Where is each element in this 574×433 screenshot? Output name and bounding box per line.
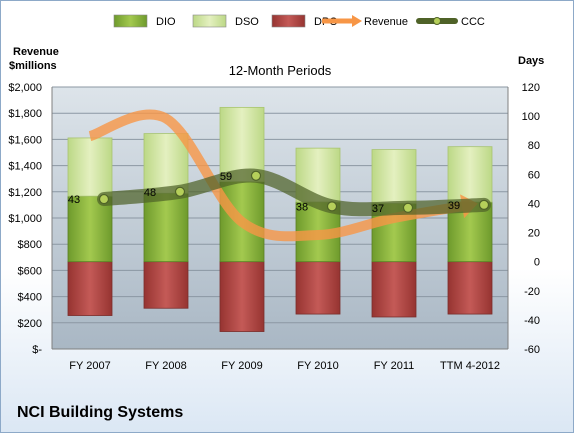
legend-label: CCC — [461, 16, 485, 28]
y-right-tick-label: 60 — [528, 169, 540, 181]
y-left-tick-label: $200 — [18, 318, 42, 330]
legend-label: DSO — [235, 16, 259, 28]
y-right-tick-label: 20 — [528, 228, 540, 240]
legend-swatch-dpo — [271, 14, 306, 28]
ccc-line — [97, 168, 491, 217]
revenue-line — [88, 109, 471, 242]
ccc-marker — [98, 193, 110, 205]
bar-dio — [67, 195, 113, 263]
y-right-tick-label: 0 — [534, 257, 540, 269]
ccc-marker — [326, 201, 338, 212]
legend-swatch-dso — [192, 14, 227, 28]
ccc-data-label: 38 — [296, 201, 308, 213]
legend-marker-ccc — [433, 17, 441, 25]
y-left-tick-label: $1,000 — [8, 213, 42, 225]
bar-dpo — [67, 261, 113, 316]
y-left-tick-label: $1,800 — [8, 108, 42, 120]
y-left-tick-label: $1,600 — [8, 134, 42, 146]
company-name: NCI Building Systems — [17, 404, 184, 421]
y-right-tick-label: 100 — [522, 111, 540, 123]
y-left-tick-label: $1,200 — [8, 187, 42, 199]
y-right-tick-label: 80 — [528, 140, 540, 152]
y-right-tick-label: 120 — [522, 82, 540, 94]
y-right-label: Days — [518, 55, 544, 67]
ccc-marker — [250, 170, 262, 181]
bar-dso — [447, 146, 493, 203]
y-left-tick-label: $1,400 — [8, 161, 42, 173]
y-left-tick-label: $2,000 — [8, 82, 42, 94]
x-tick-label: FY 2009 — [221, 360, 262, 372]
legend-label: Revenue — [364, 16, 408, 28]
bar-dpo — [371, 261, 417, 318]
x-tick-label: FY 2007 — [69, 360, 110, 372]
bar-dio — [143, 192, 189, 263]
legend-swatch-dio — [113, 14, 148, 28]
bar-dpo — [447, 261, 493, 315]
bar-dso — [371, 149, 417, 204]
ccc-data-label: 37 — [372, 203, 384, 215]
ccc-data-label: 59 — [220, 171, 232, 183]
y-right-tick-label: 40 — [528, 198, 540, 210]
ccc-data-label: 39 — [448, 200, 460, 212]
ccc-data-label: 48 — [144, 187, 156, 199]
y-left-tick-label: $400 — [18, 292, 42, 304]
axes: $- $200 $400 $600 $800 $1,000 $1,200 $1,400 $1,6… — [8, 82, 540, 372]
x-tick-label: FY 2010 — [297, 360, 338, 372]
ccc-marker — [174, 186, 186, 197]
y-left-tick-label: $800 — [18, 239, 42, 251]
legend-arrow-revenue — [352, 15, 362, 27]
bar-dpo — [143, 261, 189, 309]
bar-dso — [143, 133, 189, 194]
y-right-tick-label: -40 — [524, 315, 540, 327]
y-left-tick-label: $600 — [18, 265, 42, 277]
legend: DIODSODPORevenueCCC — [113, 14, 485, 28]
series-lines: 43 48 59 38 37 39 — [68, 109, 491, 242]
bar-dpo — [219, 261, 265, 332]
y-right-tick-label: -60 — [524, 344, 540, 356]
chart-title: 12-Month Periods — [229, 63, 332, 78]
y-left-label-line1: Revenue — [13, 46, 59, 58]
bar-dpo — [295, 261, 341, 315]
x-tick-label: FY 2011 — [374, 360, 415, 372]
y-right-tick-label: -20 — [524, 286, 540, 298]
y-left-tick-label: $- — [32, 344, 42, 356]
ccc-data-label: 43 — [68, 194, 80, 206]
ccc-marker — [402, 202, 414, 213]
bars — [67, 106, 493, 332]
y-left-label-line2: $millions — [9, 60, 57, 72]
bar-dso — [67, 137, 113, 197]
x-tick-label: FY 2008 — [145, 360, 186, 372]
legend-label: DIO — [156, 16, 176, 28]
ccc-marker — [478, 199, 490, 210]
x-tick-label: TTM 4-2012 — [440, 360, 500, 372]
